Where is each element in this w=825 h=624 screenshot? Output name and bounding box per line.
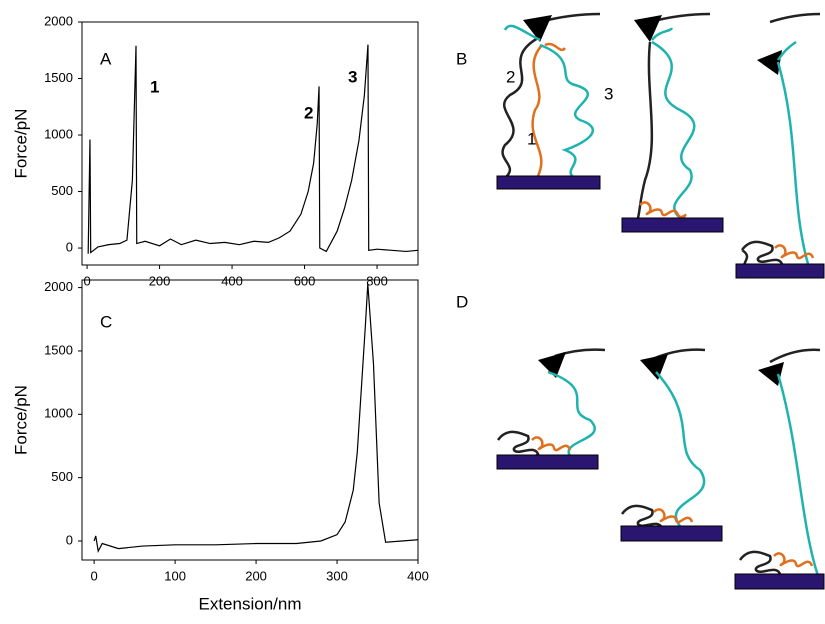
- chain: [776, 40, 810, 265]
- peak-label: 2: [304, 103, 313, 122]
- tip: [757, 50, 782, 75]
- x-tick-label: 300: [326, 568, 348, 583]
- substrate: [496, 454, 599, 470]
- panel-label: D: [456, 292, 468, 311]
- y-tick-label: 1500: [44, 70, 73, 85]
- substrate: [734, 573, 825, 590]
- substrate: [735, 263, 825, 279]
- x-tick-label: 400: [221, 273, 243, 288]
- chain: [655, 371, 706, 527]
- peak-label: 1: [150, 77, 159, 96]
- y-tick-label: 500: [51, 469, 73, 484]
- peak-label: 3: [348, 67, 357, 86]
- x-axis-label: Extension/nm: [199, 594, 302, 613]
- force-curve: [93, 283, 419, 553]
- x-tick-label: 600: [294, 273, 316, 288]
- panel-label: A: [100, 49, 112, 68]
- x-tick-label: 800: [366, 273, 388, 288]
- tip: [523, 15, 552, 42]
- tip: [634, 15, 662, 42]
- chain: [636, 41, 654, 219]
- substrate: [496, 175, 601, 190]
- coil: [773, 552, 814, 568]
- y-tick-label: 500: [51, 183, 73, 198]
- panel-label: C: [100, 312, 112, 331]
- chain: [531, 42, 567, 177]
- x-tick-label: 200: [149, 273, 171, 288]
- panel-label: B: [456, 49, 467, 68]
- y-tick-label: 2000: [44, 279, 73, 294]
- diagram-b: B 2 1 3: [456, 12, 825, 279]
- coil: [639, 201, 687, 219]
- chain: [651, 27, 696, 219]
- chain: [776, 373, 820, 577]
- coil: [774, 244, 815, 260]
- x-tick-label: 0: [83, 273, 90, 288]
- cantilever: [769, 12, 821, 24]
- substrate: [621, 217, 724, 233]
- tip: [640, 354, 668, 380]
- y-axis-label: Force/pN: [11, 385, 30, 455]
- chain-label: 2: [506, 67, 515, 86]
- y-tick-label: 0: [66, 239, 73, 254]
- diagram-d: D: [456, 292, 825, 590]
- tip: [758, 362, 784, 386]
- y-tick-label: 1000: [44, 126, 73, 141]
- plot-frame: [81, 279, 419, 561]
- plot-frame: [81, 21, 419, 266]
- force-curve: [87, 44, 419, 254]
- coil: [531, 436, 572, 452]
- y-tick-label: 2000: [44, 13, 73, 28]
- x-tick-label: 200: [245, 568, 267, 583]
- chain: [503, 24, 594, 180]
- x-tick-label: 0: [91, 568, 98, 583]
- y-axis-label: Force/pN: [11, 109, 30, 179]
- x-tick-label: 400: [407, 568, 429, 583]
- chain: [501, 36, 539, 179]
- coil: [653, 508, 694, 524]
- y-tick-label: 1500: [44, 342, 73, 357]
- tip: [538, 352, 566, 378]
- chain: [547, 370, 596, 457]
- y-tick-label: 1000: [44, 406, 73, 421]
- cantilever: [769, 348, 821, 364]
- chain-label: 1: [527, 129, 536, 148]
- y-tick-label: 0: [66, 532, 73, 547]
- chain-label: 3: [604, 84, 613, 103]
- x-tick-label: 100: [164, 568, 186, 583]
- substrate: [620, 525, 723, 542]
